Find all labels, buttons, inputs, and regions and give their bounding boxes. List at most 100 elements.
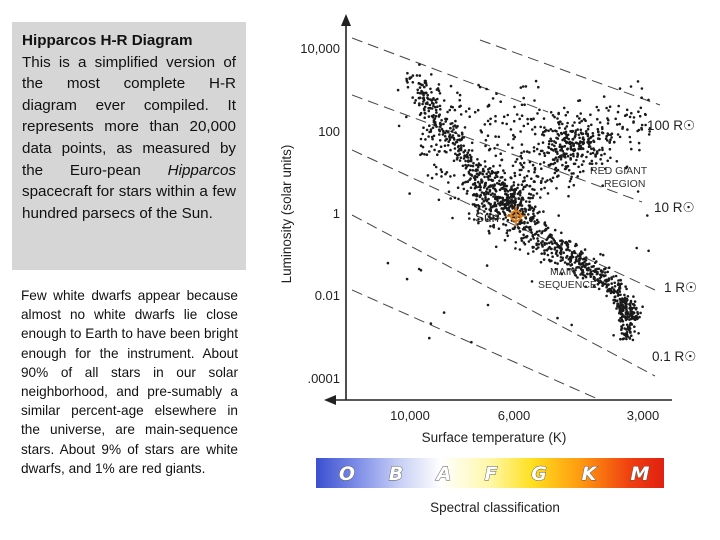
star-point [532,117,535,120]
star-point [509,200,512,204]
star-point [631,312,635,316]
star-point [638,148,641,152]
star-point [519,189,522,193]
star-point [586,150,589,154]
star-point [574,129,578,132]
star-point [629,85,633,88]
star-point [522,161,526,165]
star-point [481,197,484,201]
star-point [528,184,532,188]
star-point [500,196,504,200]
star-point [509,192,513,196]
star-point [480,202,484,205]
star-point [421,132,425,136]
star-point [427,106,430,110]
star-point [569,260,572,264]
star-point [425,91,428,95]
star-point [503,238,507,242]
spectral-class-f: F [485,463,498,485]
star-point [561,145,564,149]
star-point [573,261,577,264]
star-point [476,194,479,197]
star-point [437,83,441,86]
star-point [544,224,548,227]
star-point [553,246,557,249]
star-point [585,155,588,159]
star-point [594,162,598,165]
star-point [543,186,546,190]
star-point [558,143,562,146]
star-point [494,135,497,138]
star-point [496,175,499,178]
annotation-main: MAIN [550,266,576,278]
star-point [523,103,526,106]
star-point [506,113,510,117]
star-point [532,212,535,215]
star-point [417,96,421,100]
star-point [592,139,595,143]
star-point [607,288,610,291]
star-point [534,79,538,83]
star-point [590,265,593,269]
star-point [447,181,450,184]
star-point [440,170,444,174]
star-point [535,147,539,151]
star-point [577,133,581,137]
star-point [569,144,573,148]
star-point [522,96,525,100]
star-point [537,142,540,146]
star-point [556,316,559,320]
star-point [558,244,561,248]
star-point [489,225,492,228]
star-point [556,152,559,155]
star-point [531,196,534,200]
star-point [488,208,491,211]
star-point [513,189,516,193]
star-point [543,243,546,246]
star-point [618,297,622,301]
star-point [566,121,569,125]
star-point [457,144,460,148]
star-point [421,102,424,106]
y-tick-label: 1 [333,206,340,221]
star-point [461,136,464,139]
star-point [486,191,490,195]
star-point [551,236,554,240]
star-point [582,263,585,266]
star-point [577,165,580,169]
star-point [554,150,558,153]
star-point [435,111,438,114]
star-point [502,169,505,172]
star-point [520,114,524,117]
star-point [519,130,522,133]
star-point [505,192,508,196]
star-point [477,162,481,165]
star-point [483,175,486,179]
star-point [517,197,521,200]
star-point [625,302,628,306]
star-point [487,170,490,174]
star-point [530,206,534,209]
star-point [520,183,524,186]
star-point [567,194,570,198]
star-point [596,282,600,286]
star-point [440,119,443,122]
star-point [411,96,415,99]
star-point [570,263,574,266]
star-point [419,137,423,141]
star-point [548,241,551,245]
star-point [584,119,587,123]
star-point [565,125,569,128]
star-point [516,223,519,226]
star-point [555,130,558,133]
star-point [610,282,613,285]
star-point [592,147,595,150]
star-point [550,251,554,255]
star-point [435,125,438,128]
star-point [496,210,499,213]
star-point [596,117,599,121]
star-point [549,111,553,114]
star-point [619,337,622,341]
star-point [489,205,493,209]
star-point [564,161,568,164]
